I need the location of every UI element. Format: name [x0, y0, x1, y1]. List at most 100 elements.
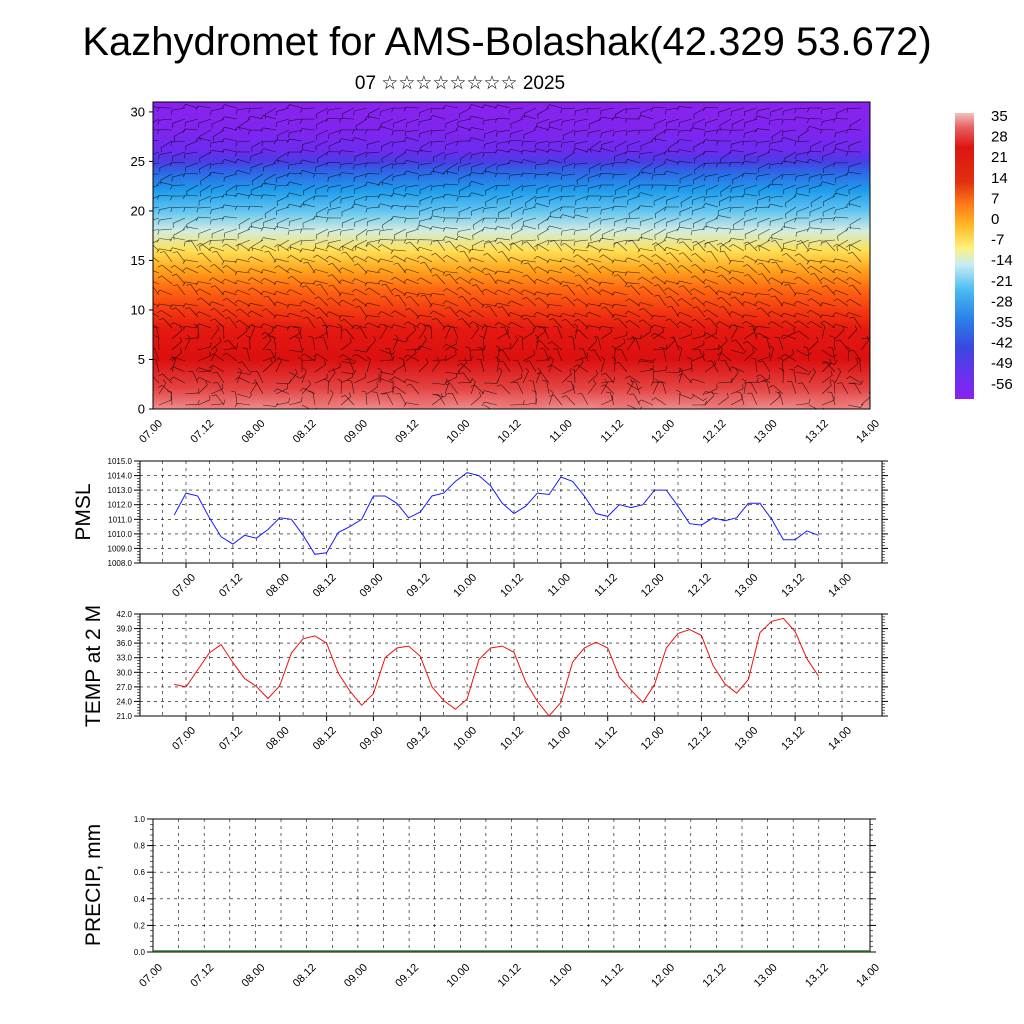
wind-barb — [627, 271, 641, 274]
wind-barb-flag — [846, 299, 851, 303]
wind-barb — [316, 129, 329, 136]
wind-barb-flag — [481, 401, 485, 406]
wind-barb-flag — [781, 119, 784, 125]
wind-barb — [320, 284, 329, 296]
wind-barb-flag — [325, 255, 330, 260]
wind-barb-flag — [300, 375, 304, 379]
wind-barb — [435, 252, 446, 263]
wind-barb-flag — [308, 390, 313, 393]
wind-barb-flag — [394, 334, 399, 339]
wind-barb-flag — [300, 228, 303, 234]
wind-barb-flag — [780, 248, 784, 253]
wind-barb — [289, 129, 303, 133]
wind-barb — [471, 104, 485, 109]
wind-barb — [758, 332, 771, 340]
wind-barb — [808, 371, 816, 384]
wind-barb-flag — [523, 317, 528, 321]
wind-barb — [783, 184, 797, 190]
wind-barb — [693, 217, 706, 224]
wind-barb — [212, 277, 225, 285]
wind-barb-flag — [719, 246, 722, 252]
wind-barb — [236, 371, 250, 375]
wind-barb-flag — [221, 138, 225, 143]
wind-barb — [682, 252, 693, 263]
wind-barb — [154, 348, 160, 362]
wind-barb-flag — [719, 125, 721, 130]
wind-barb-flag — [728, 366, 733, 371]
wind-barb — [783, 129, 797, 132]
wind-barb — [345, 328, 355, 340]
wind-barb-flag — [470, 377, 473, 383]
wind-barb-flag — [219, 324, 224, 327]
wind-barb — [523, 217, 537, 222]
wind-barb — [289, 217, 303, 222]
wind-barb-flag — [326, 217, 329, 223]
precip-x-axis: 07.00 07.12 08.00 08.12 09.00 09.12 10.00 10.12… — [137, 962, 882, 990]
wind-barb — [332, 284, 342, 296]
wind-barb-flag — [299, 258, 303, 263]
wind-barb — [744, 291, 758, 296]
x-tick-label: 08.12 — [291, 962, 319, 990]
wind-barb-flag — [378, 230, 381, 236]
wind-barb-flag — [429, 310, 434, 315]
wind-barb — [835, 268, 849, 274]
wind-barb-flag — [819, 259, 823, 265]
wind-barb — [290, 255, 303, 263]
wind-barb — [578, 329, 589, 340]
wind-barb — [575, 118, 589, 122]
wind-barb-flag — [611, 356, 616, 360]
wind-barb — [601, 238, 615, 241]
wind-barb-flag — [356, 327, 361, 329]
wind-barb — [172, 118, 186, 124]
wind-barb — [562, 140, 576, 144]
wind-barb-flag — [299, 149, 303, 154]
wind-barb-flag — [703, 197, 706, 202]
wind-barb — [197, 346, 211, 351]
wind-barb — [655, 242, 667, 252]
wind-barb — [821, 326, 826, 340]
wind-barb-flag — [600, 165, 602, 171]
wind-barb-flag — [210, 220, 212, 225]
wind-barb-flag — [485, 202, 487, 207]
x-tick-label: 08.12 — [291, 418, 319, 446]
wind-barb — [853, 382, 862, 395]
wind-barb — [796, 116, 810, 120]
wind-barb — [153, 140, 160, 142]
wind-barb — [289, 326, 303, 329]
wind-barb — [449, 306, 459, 318]
wind-barb — [835, 323, 849, 329]
wind-barb-flag — [324, 378, 329, 382]
wind-barb-flag — [573, 164, 576, 169]
wind-barb-flag — [520, 315, 524, 320]
wind-barb — [705, 301, 719, 307]
wind-barb-flag — [494, 226, 498, 231]
wind-barb — [666, 247, 680, 252]
wind-barb — [511, 288, 524, 296]
x-tick-label: 08.00 — [240, 418, 268, 446]
wind-barb-flag — [586, 208, 589, 213]
wind-barb-flag — [624, 257, 628, 262]
wind-barb — [705, 225, 719, 230]
wind-barb — [539, 340, 550, 351]
wind-barb — [770, 195, 784, 198]
wind-barb-flag — [574, 329, 579, 333]
wind-barb-flag — [239, 126, 241, 131]
wind-barb-flag — [534, 244, 538, 248]
wind-barb — [757, 326, 771, 329]
wind-barb — [211, 107, 225, 111]
wind-barb — [796, 239, 810, 246]
wind-barb — [171, 206, 186, 209]
wind-barb — [627, 140, 641, 146]
wind-barb-flag — [807, 265, 812, 270]
wind-barb — [380, 118, 394, 125]
wind-barb — [629, 298, 641, 307]
wind-barb — [496, 118, 511, 120]
wind-barb — [444, 376, 457, 384]
wind-barb-flag — [269, 335, 275, 338]
wind-barb — [537, 228, 550, 236]
wind-barb — [654, 206, 667, 215]
wind-barb-flag — [403, 402, 407, 407]
wind-barb — [796, 312, 810, 318]
wind-barb — [392, 129, 407, 132]
wind-barb — [695, 297, 706, 307]
